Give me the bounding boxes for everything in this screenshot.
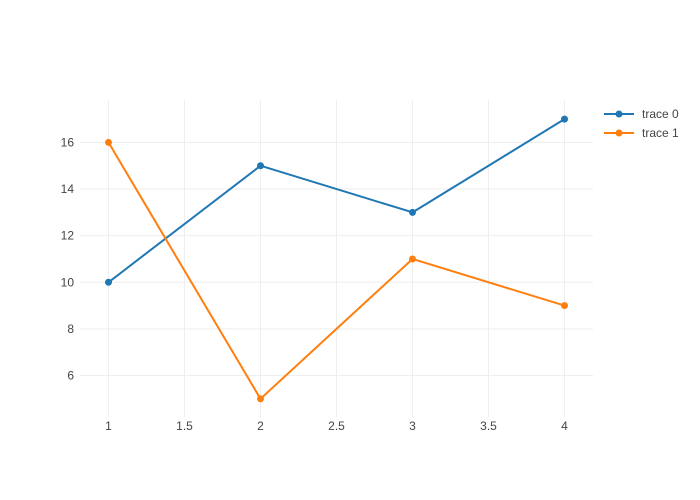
y-tick-label: 8 (67, 322, 74, 336)
series-layer (105, 115, 568, 403)
series-line (107, 141, 565, 400)
data-point-marker (105, 138, 112, 146)
series-trace-1 (105, 138, 568, 403)
data-point-marker (257, 162, 264, 170)
y-tick-label: 12 (61, 229, 75, 243)
x-tick-label: 1 (105, 419, 112, 433)
legend-item-trace-0[interactable]: trace 0 (604, 107, 679, 121)
x-axis-tick-labels: 1 1.5 2 2.5 3 3.5 4 (105, 419, 568, 433)
data-point-marker (561, 115, 568, 123)
data-point-marker (409, 208, 416, 216)
legend-item-trace-1[interactable]: trace 1 (604, 126, 679, 140)
data-point-marker (409, 255, 416, 263)
series-trace-0 (105, 115, 568, 286)
legend-label: trace 0 (642, 107, 679, 121)
data-point-marker (561, 302, 568, 310)
legend-label: trace 1 (642, 126, 679, 140)
x-tick-label: 4 (561, 419, 568, 433)
y-axis-tick-labels: 6 8 10 12 14 16 (61, 135, 75, 382)
y-tick-label: 14 (61, 182, 75, 196)
y-tick-label: 10 (61, 275, 75, 289)
series-line (107, 118, 566, 284)
x-tick-label: 3.5 (480, 419, 497, 433)
x-tick-label: 2.5 (328, 419, 345, 433)
legend-sample-marker (615, 129, 623, 137)
y-tick-label: 16 (61, 135, 75, 149)
plot-area[interactable] (80, 100, 593, 417)
data-point-marker (257, 395, 264, 403)
data-point-marker (105, 278, 112, 286)
legend: trace 0 trace 1 (604, 107, 679, 140)
legend-sample-marker (615, 110, 623, 118)
y-tick-label: 6 (67, 369, 74, 383)
x-tick-label: 3 (409, 419, 416, 433)
x-tick-label: 1.5 (176, 419, 193, 433)
x-tick-label: 2 (257, 419, 264, 433)
